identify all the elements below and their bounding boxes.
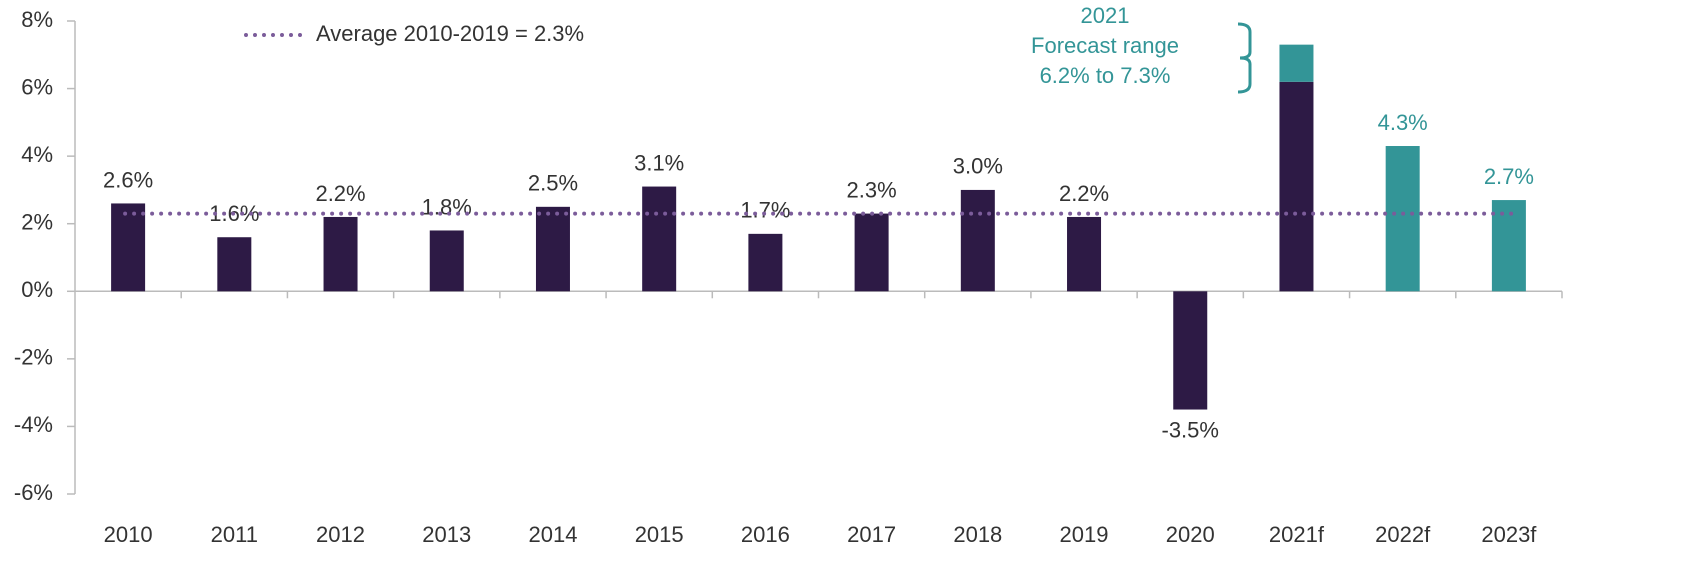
y-tick-label: 6% — [21, 74, 53, 99]
bar — [1173, 291, 1208, 410]
y-tick-label: -4% — [14, 412, 53, 437]
y-tick-label: 0% — [21, 277, 53, 302]
data-label: 1.7% — [740, 198, 790, 223]
annotation: 2021 — [1081, 3, 1130, 28]
x-tick-label: 2022f — [1375, 522, 1431, 547]
bar — [1385, 146, 1420, 292]
x-tick-label: 2014 — [528, 522, 577, 547]
y-tick-label: -6% — [14, 480, 53, 505]
x-tick-label: 2020 — [1166, 522, 1215, 547]
data-label: 3.1% — [634, 150, 684, 175]
annotation: 6.2% to 7.3% — [1040, 63, 1171, 88]
bar — [960, 189, 995, 292]
bar — [111, 203, 146, 292]
data-label: 2.2% — [1059, 181, 1109, 206]
annotation: Forecast range — [1031, 33, 1179, 58]
bar — [429, 230, 464, 292]
bar — [1491, 200, 1526, 292]
bar — [323, 216, 358, 292]
x-tick-label: 2017 — [847, 522, 896, 547]
forecast-range — [1279, 44, 1314, 82]
legend-label: Average 2010-2019 = 2.3% — [316, 21, 584, 46]
data-label: 4.3% — [1378, 110, 1428, 135]
y-tick-label: 2% — [21, 210, 53, 235]
bar — [642, 186, 677, 292]
x-tick-label: 2011 — [211, 522, 258, 547]
bar — [1067, 216, 1102, 292]
data-label: 2.3% — [847, 177, 897, 202]
x-tick-label: 2010 — [104, 522, 153, 547]
bar — [748, 233, 783, 292]
x-tick-label: 2019 — [1060, 522, 1109, 547]
data-label: 2.6% — [103, 167, 153, 192]
data-label: 2.5% — [528, 171, 578, 196]
annotation-brace — [1237, 22, 1252, 94]
bar — [854, 213, 889, 292]
y-tick-label: 4% — [21, 142, 53, 167]
x-tick-label: 2021f — [1269, 522, 1325, 547]
bar — [217, 237, 252, 292]
data-label: -3.5% — [1162, 417, 1219, 442]
x-tick-label: 2013 — [422, 522, 471, 547]
data-label: 1.8% — [422, 194, 472, 219]
x-tick-label: 2012 — [316, 522, 365, 547]
x-tick-label: 2015 — [635, 522, 684, 547]
y-tick-label: -2% — [14, 345, 53, 370]
data-label: 3.0% — [953, 154, 1003, 179]
bar — [535, 206, 570, 292]
y-tick-label: 8% — [21, 7, 53, 32]
x-tick-label: 2023f — [1481, 522, 1537, 547]
x-tick-label: 2016 — [741, 522, 790, 547]
bar — [1279, 81, 1314, 292]
data-label: 2.7% — [1484, 164, 1534, 189]
data-label: 2.2% — [315, 181, 365, 206]
x-tick-label: 2018 — [953, 522, 1002, 547]
